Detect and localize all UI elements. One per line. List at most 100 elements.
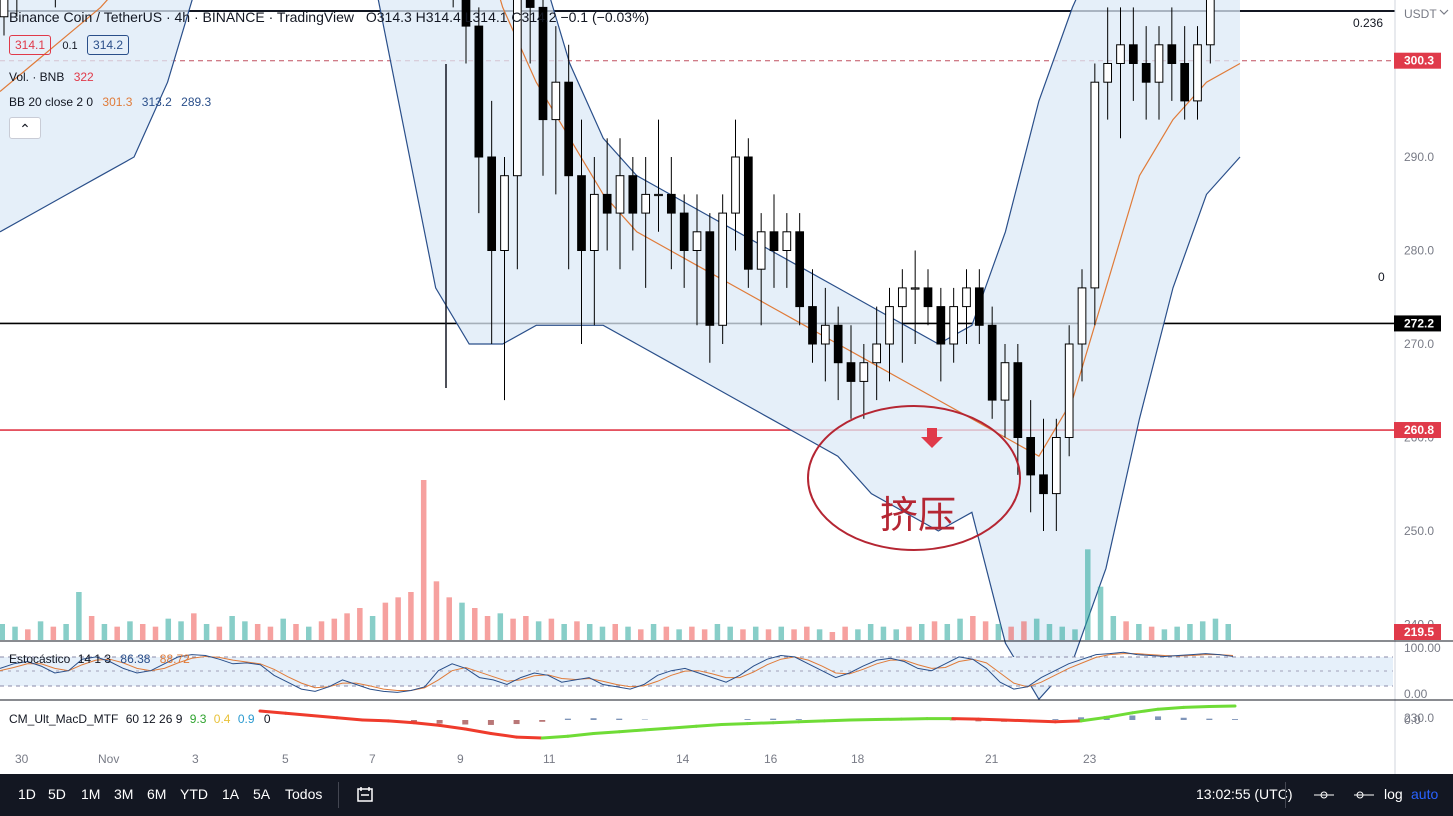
volume-bar — [1021, 621, 1027, 640]
time-tick-label: 7 — [369, 752, 376, 766]
bollinger-basis-value: 301.3 — [102, 95, 133, 109]
timeframe-ytd[interactable]: YTD — [180, 786, 208, 802]
timeframe-5a[interactable]: 5A — [253, 786, 271, 802]
volume-bar — [50, 626, 57, 640]
volume-legend[interactable]: Vol. · BNB 322 — [9, 70, 94, 84]
volume-bar — [995, 624, 1002, 640]
volume-bar — [855, 629, 861, 640]
log-scale-icon[interactable] — [1352, 788, 1376, 802]
candle-body — [0, 0, 9, 18]
macd-histogram-bar — [1180, 717, 1187, 720]
volume-value: 322 — [73, 70, 94, 84]
timeframe-1a[interactable]: 1A — [222, 786, 240, 802]
volume-bar — [25, 629, 31, 640]
log-scale-button[interactable]: log — [1384, 786, 1403, 802]
volume-bar — [88, 616, 95, 640]
volume-bar — [906, 626, 912, 640]
candle-body — [641, 193, 651, 214]
timeframe-3m[interactable]: 3M — [114, 786, 134, 802]
auto-scale-button[interactable]: auto — [1411, 786, 1439, 802]
volume-bar — [446, 597, 452, 640]
percent-scale-icon[interactable] — [1312, 788, 1336, 802]
volume-bar — [625, 626, 631, 640]
timeframe-all[interactable]: Todos — [285, 786, 323, 802]
stochastic-k-line — [0, 651, 1234, 693]
volume-bar — [191, 613, 197, 640]
bollinger-lower-line — [0, 0, 1241, 701]
candle-body — [705, 231, 715, 326]
price-tick-label: 230.0 — [1404, 711, 1434, 725]
macd-signal-segment — [361, 718, 390, 723]
macd-signal-segment — [386, 719, 416, 725]
time-tick-label: 9 — [457, 752, 464, 766]
volume-bar — [586, 624, 593, 640]
symbol-legend[interactable]: Binance Coin / TetherUS · 4h · BINANCE ·… — [9, 9, 649, 25]
timeframe-1d[interactable]: 1D — [18, 786, 36, 802]
symbol-title[interactable]: Binance Coin / TetherUS · 4h · BINANCE ·… — [9, 9, 354, 25]
volume-bar — [944, 624, 951, 640]
fib-zero-label: 0 — [1378, 270, 1385, 284]
macd-signal-segment — [643, 726, 673, 732]
candle-body — [512, 0, 522, 177]
candle-body — [795, 231, 805, 308]
macd-signal-segment — [1002, 718, 1032, 723]
candle-body — [1193, 44, 1202, 102]
bollinger-legend[interactable]: BB 20 close 2 0 301.3 313.2 289.3 — [9, 95, 211, 109]
trade-buttons: 314.1 0.1 314.2 — [9, 35, 133, 55]
time-tick-label: 18 — [851, 752, 865, 766]
volume-bar — [76, 592, 82, 640]
candle-body — [846, 362, 856, 382]
candle-body — [756, 231, 766, 270]
time-axis[interactable]: 30 Nov 3 5 7 9 11 14 16 18 21 23 — [15, 752, 1097, 766]
sell-button[interactable]: 314.1 — [9, 35, 52, 55]
candle-body — [1064, 343, 1074, 438]
chevron-down-icon[interactable] — [1439, 9, 1449, 15]
timeframe-5d[interactable]: 5D — [48, 786, 66, 802]
candle-body — [487, 156, 497, 251]
time-tick-label: 5 — [282, 752, 289, 766]
volume-bar — [535, 621, 542, 640]
price-tag-label: 300.3 — [1404, 54, 1434, 68]
volume-label: Vol. · BNB — [9, 70, 65, 84]
stochastic-legend[interactable]: Estocástico 14 1 3 86.38 88.72 — [9, 652, 190, 666]
macd-histogram-bar — [1052, 719, 1059, 720]
candle-body — [808, 306, 817, 345]
squeeze-annotation-text: 挤压 — [880, 493, 956, 537]
candle-body — [1154, 44, 1164, 83]
price-tag-label: 272.2 — [1404, 316, 1434, 330]
timeframe-6m[interactable]: 6M — [147, 786, 167, 802]
macd-histogram-bar — [462, 720, 469, 725]
candle-body — [577, 175, 586, 251]
candle-body — [949, 306, 959, 345]
date-range-icon[interactable] — [356, 786, 376, 804]
macd-signal-segment — [976, 717, 1006, 722]
squeeze-annotation-circle — [807, 405, 1021, 551]
collapse-legend-button[interactable]: ⌃ — [9, 117, 41, 139]
macd-signal-segment — [746, 721, 775, 726]
volume-bar — [1161, 629, 1168, 640]
volume-bar — [612, 624, 618, 640]
volume-bar — [1199, 621, 1206, 640]
macd-signal-segment — [720, 722, 749, 726]
macd-histogram-bar — [1206, 718, 1213, 720]
volume-bar — [165, 618, 172, 640]
buy-button[interactable]: 314.2 — [87, 35, 130, 55]
volume-bar — [229, 616, 235, 640]
currency-label[interactable]: USDT — [1404, 7, 1437, 21]
macd-signal-segment — [617, 728, 647, 734]
macd-signal-segment — [694, 723, 724, 728]
candle-body — [474, 25, 484, 158]
candle-body — [1205, 0, 1215, 46]
macd-label: CM_Ult_MacD_MTF — [9, 712, 119, 726]
volume-bar — [1225, 624, 1231, 640]
price-tag-background — [1394, 422, 1441, 439]
utc-clock[interactable]: 13:02:55 (UTC) — [1196, 786, 1293, 802]
volume-bar — [1110, 616, 1117, 640]
price-tag-label: 219.5 — [1404, 625, 1434, 639]
candle-body — [962, 287, 971, 308]
macd-legend[interactable]: CM_Ult_MacD_MTF 60 12 26 9 9.3 0.4 0.9 0 — [9, 712, 271, 726]
timeframe-1m[interactable]: 1M — [81, 786, 101, 802]
volume-bar — [919, 624, 925, 640]
volume-bar — [638, 629, 644, 640]
